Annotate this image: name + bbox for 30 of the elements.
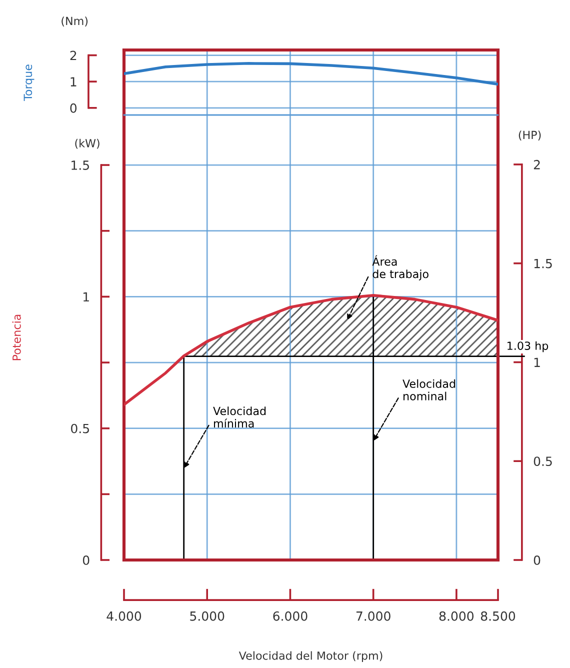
y-axis-title: Torque — [24, 64, 34, 102]
x-tick-label: 5.000 — [190, 611, 224, 621]
y-tick-label: 0.5 — [71, 424, 89, 434]
ref-line-label: Velocidad mínima — [213, 406, 266, 428]
ref-line-label: Velocidad nominal — [402, 379, 456, 400]
text: (kW) — [75, 138, 100, 149]
y-tick-label: 2 — [70, 50, 76, 60]
y-tick-label: 0 — [82, 555, 90, 565]
x-tick-label: 8.500 — [480, 611, 516, 621]
y-axis-title: Potencia — [12, 314, 21, 360]
x-tick-label: 8.000 — [439, 611, 474, 621]
y2-tick-label: 1 — [534, 358, 540, 367]
x-axis-title: Velocidad del Motor (rpm) — [238, 651, 382, 662]
x-tick-label: 7.000 — [356, 611, 390, 621]
y2-tick-label: 1.5 — [534, 258, 552, 268]
line-series — [124, 294, 498, 406]
line-series — [124, 62, 498, 86]
text: (Nm) — [62, 16, 88, 26]
x-tick-label: 6.000 — [273, 611, 308, 621]
x-tick-label: 4.000 — [106, 611, 142, 621]
y2-tick-label: 0 — [534, 555, 540, 565]
y-tick-label: 0 — [70, 103, 77, 113]
y2-tick-label: 0.5 — [534, 456, 552, 466]
y-tick-label: 1.5 — [72, 160, 89, 170]
y2-axis-title: (HP) — [518, 130, 541, 140]
ref-line-label: 1.03 hp — [508, 341, 548, 352]
annotation: Área de trabajo — [372, 255, 428, 280]
y-tick-label: 1 — [83, 292, 89, 302]
y-tick-label: 1 — [70, 77, 76, 86]
y2-tick-label: 2 — [534, 160, 540, 170]
